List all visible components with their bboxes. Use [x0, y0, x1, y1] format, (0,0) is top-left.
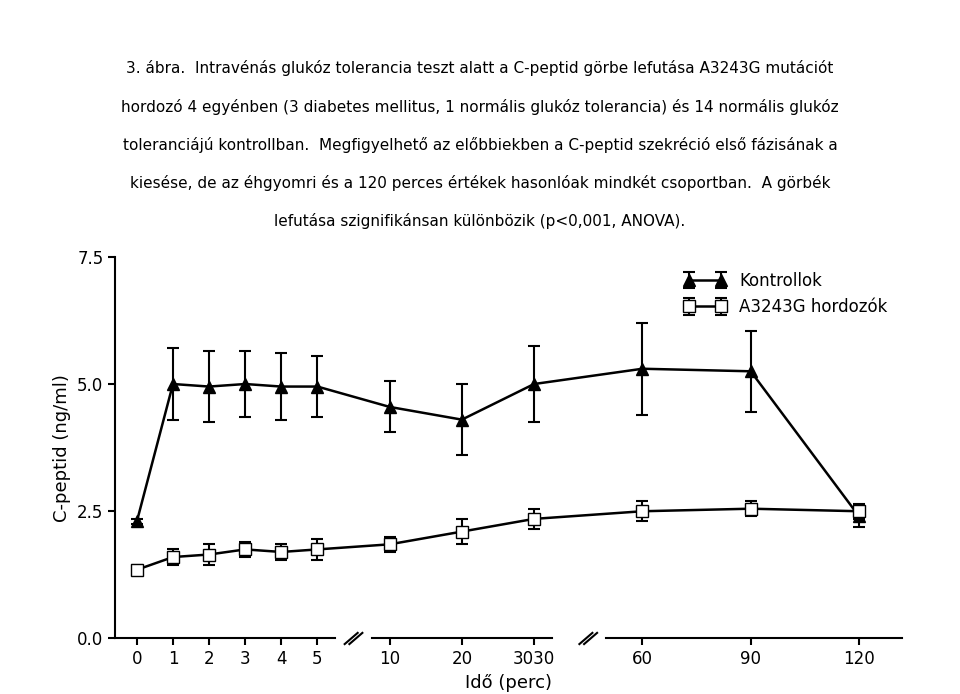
Legend: Kontrollok, A3243G hordozók: Kontrollok, A3243G hordozók — [678, 265, 894, 323]
Text: lefutása szignifikánsan különbözik (p<0,001, ANOVA).: lefutása szignifikánsan különbözik (p<0,… — [275, 213, 685, 229]
Text: 3. ábra.  Intravénás glukóz tolerancia teszt alatt a C-peptid görbe lefutása A32: 3. ábra. Intravénás glukóz tolerancia te… — [127, 60, 833, 76]
Text: hordozó 4 egyénben (3 diabetes mellitus, 1 normális glukóz tolerancia) és 14 nor: hordozó 4 egyénben (3 diabetes mellitus,… — [121, 99, 839, 115]
Text: toleranciájú kontrollban.  Megfigyelhető az előbbiekben a C-peptid szekréció els: toleranciájú kontrollban. Megfigyelhető … — [123, 137, 837, 153]
Y-axis label: C-peptid (ng/ml): C-peptid (ng/ml) — [54, 373, 71, 522]
X-axis label: Idő (perc): Idő (perc) — [466, 674, 552, 692]
Text: kiesése, de az éhgyomri és a 120 perces értékek hasonlóak mindkét csoportban.  A: kiesése, de az éhgyomri és a 120 perces … — [130, 175, 830, 191]
